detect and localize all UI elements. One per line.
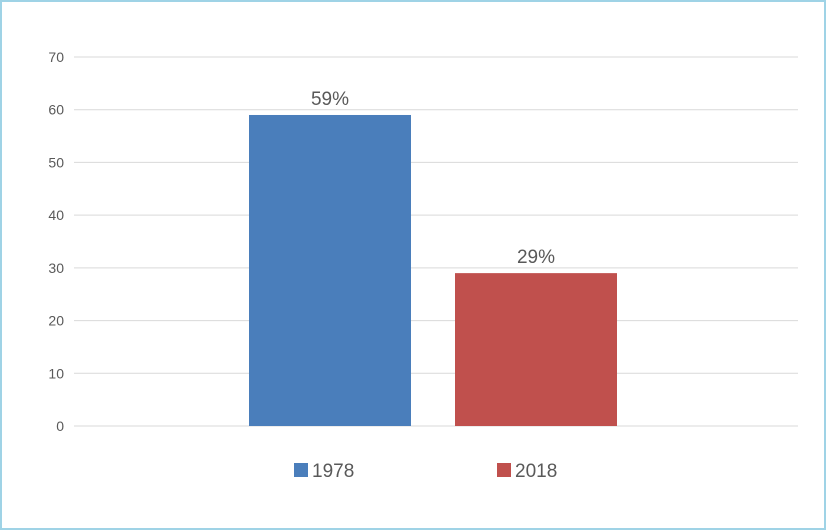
bars <box>249 114 617 426</box>
y-tick-label-30: 30 <box>48 260 64 276</box>
y-tick-label-70: 70 <box>48 49 64 65</box>
y-tick-label-10: 10 <box>48 365 64 381</box>
legend-swatch-2018 <box>497 463 511 477</box>
y-tick-label-20: 20 <box>48 313 64 329</box>
y-tick-label-50: 50 <box>48 154 64 170</box>
gridlines <box>74 56 798 427</box>
data-label-2018: 29% <box>517 247 555 268</box>
legend: 1978 2018 <box>294 461 557 482</box>
data-label-1978: 59% <box>311 89 349 110</box>
y-tick-label-40: 40 <box>48 207 64 223</box>
legend-swatch-1978 <box>294 463 308 477</box>
legend-label-2018: 2018 <box>515 461 557 482</box>
y-tick-label-60: 60 <box>48 102 64 118</box>
legend-label-1978: 1978 <box>312 461 354 482</box>
data-labels: 59% 29% <box>311 89 555 268</box>
bar-1978 <box>249 114 411 426</box>
y-axis: 0 10 20 30 40 50 60 70 <box>48 49 64 434</box>
y-tick-label-0: 0 <box>56 418 64 434</box>
bar-2018 <box>455 273 617 426</box>
